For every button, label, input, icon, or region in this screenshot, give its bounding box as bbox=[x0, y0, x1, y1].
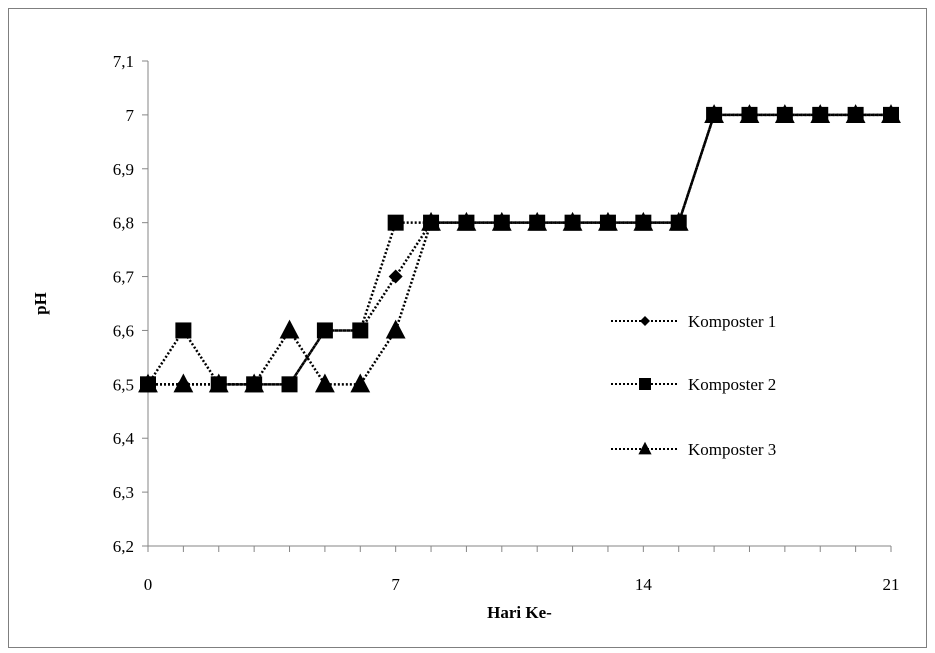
series-line-1 bbox=[148, 113, 891, 386]
data-point-triangle bbox=[385, 319, 406, 339]
data-point-square bbox=[670, 214, 687, 231]
data-point-square bbox=[599, 214, 616, 231]
data-point-triangle bbox=[173, 373, 194, 393]
data-point-square bbox=[387, 214, 404, 231]
data-point-square bbox=[812, 106, 829, 123]
data-point-square bbox=[246, 376, 263, 393]
y-tick-label: 6,4 bbox=[113, 429, 135, 448]
y-tick-label: 6,3 bbox=[113, 483, 134, 502]
x-tick-label: 7 bbox=[391, 575, 400, 594]
data-point-square bbox=[458, 214, 475, 231]
data-point-square bbox=[883, 106, 899, 123]
data-point-square bbox=[529, 214, 546, 231]
x-axis-title: Hari Ke- bbox=[487, 603, 552, 622]
legend-label-3: Komposter 3 bbox=[688, 440, 776, 459]
legend-marker-triangle bbox=[638, 441, 652, 455]
legend-label-1: Komposter 1 bbox=[688, 312, 776, 331]
y-tick-label: 6,5 bbox=[113, 375, 134, 394]
legend: Komposter 1 Komposter 2 Komposter 3 bbox=[611, 312, 776, 459]
data-point-square bbox=[281, 376, 298, 393]
data-point-square bbox=[140, 376, 156, 393]
axes: 6,2 6,3 6,4 6,5 6,6 6,7 6,8 6,9 7 7,1 0 7 14 21 bbox=[113, 52, 900, 594]
data-point-square bbox=[847, 106, 864, 123]
y-tick-label: 6,7 bbox=[113, 268, 135, 287]
series-line-2 bbox=[146, 113, 891, 386]
legend-marker-square bbox=[639, 378, 651, 390]
y-tick-label: 6,8 bbox=[113, 214, 134, 233]
data-point-diamond bbox=[388, 269, 403, 284]
data-point-triangle bbox=[279, 319, 300, 339]
data-point-square bbox=[493, 214, 510, 231]
y-axis-title: pH bbox=[31, 292, 50, 315]
series-markers bbox=[138, 104, 901, 393]
legend-label-2: Komposter 2 bbox=[688, 375, 776, 394]
legend-marker-diamond bbox=[640, 316, 650, 326]
x-tick-label: 0 bbox=[144, 575, 153, 594]
x-tick-label: 14 bbox=[635, 575, 653, 594]
data-point-square bbox=[352, 322, 369, 339]
y-tick-label: 6,6 bbox=[113, 321, 134, 340]
data-point-triangle bbox=[315, 373, 335, 393]
data-point-square bbox=[175, 322, 192, 339]
data-point-square bbox=[706, 106, 723, 123]
data-point-square bbox=[423, 214, 440, 231]
y-tick-label: 6,2 bbox=[113, 537, 134, 556]
x-tick-label: 21 bbox=[883, 575, 900, 594]
data-point-square bbox=[316, 322, 333, 339]
data-point-square bbox=[741, 106, 758, 123]
data-point-square bbox=[564, 214, 581, 231]
series-lines bbox=[146, 113, 891, 386]
series-line-3 bbox=[148, 113, 891, 386]
y-tick-label: 7 bbox=[126, 106, 135, 125]
data-point-square bbox=[210, 376, 227, 393]
data-point-square bbox=[776, 106, 793, 123]
data-point-triangle bbox=[350, 373, 371, 393]
y-tick-label: 7,1 bbox=[113, 52, 134, 71]
data-point-square bbox=[635, 214, 652, 231]
y-tick-label: 6,9 bbox=[113, 160, 134, 179]
